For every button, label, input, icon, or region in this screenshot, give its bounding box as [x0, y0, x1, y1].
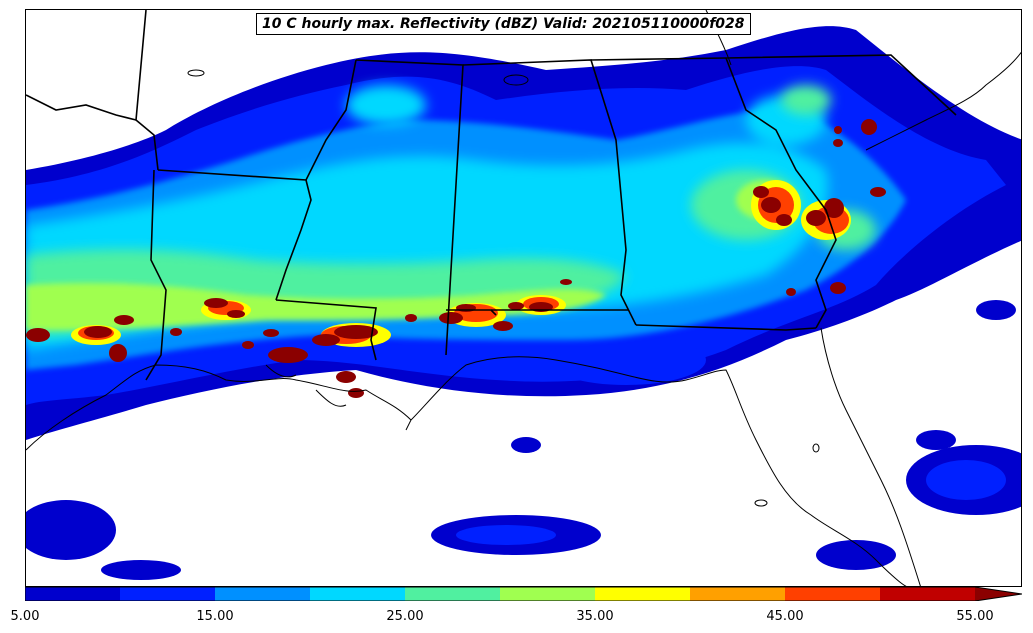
water-features: [187, 69, 820, 507]
colorbar-tick-label: 45.00: [766, 609, 804, 624]
colorbar-segment: [120, 587, 216, 601]
convective-cells: [26, 119, 886, 398]
map-panel: [25, 9, 1022, 587]
colorbar-segment: [880, 587, 976, 601]
colorbar-tick-label: 5.00: [10, 609, 40, 624]
colorbar-tick-label: 55.00: [956, 609, 994, 624]
map-title: 10 C hourly max. Reflectivity (dBZ) Vali…: [256, 13, 751, 35]
reflectivity-map: [26, 10, 1021, 586]
colorbar-tick-label: 35.00: [576, 609, 614, 624]
colorbar-segment: [215, 587, 311, 601]
colorbar-segment: [785, 587, 881, 601]
colorbar-segment: [405, 587, 501, 601]
colorbar-segment: [595, 587, 691, 601]
colorbar-tick-label: 15.00: [196, 609, 234, 624]
colorbar-extend-arrow: [975, 587, 1022, 601]
colorbar: [25, 587, 1022, 601]
colorbar-segment: [310, 587, 406, 601]
coastlines: [26, 10, 1021, 586]
colorbar-tick-label: 25.00: [386, 609, 424, 624]
state-boundaries: [26, 10, 957, 381]
colorbar-segment: [500, 587, 596, 601]
colorbar-segment: [25, 587, 121, 601]
colorbar-segment: [690, 587, 786, 601]
